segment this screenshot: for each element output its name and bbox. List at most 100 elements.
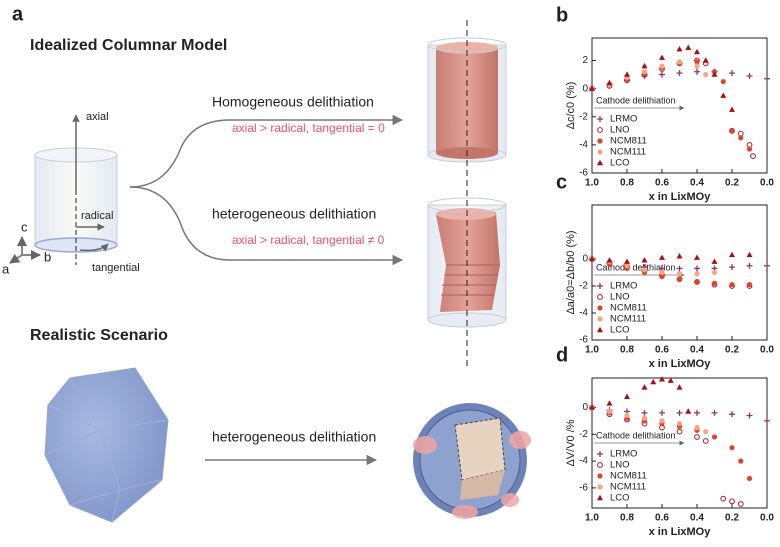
point [703,429,709,435]
point [729,70,735,77]
point [641,69,648,75]
y-tick-label: -4 [579,308,588,319]
point [694,59,700,65]
point [589,85,595,91]
point [676,428,683,435]
x-tick-label: 0.2 [725,513,739,524]
x-tick-label: 0.8 [620,345,634,356]
point [685,408,692,414]
point [746,475,753,482]
point [685,44,692,51]
legend-label: LNO [610,292,630,303]
point [641,384,648,390]
point [659,71,665,78]
point [597,116,603,122]
point [729,498,735,505]
y-tick-label: 2 [582,55,588,66]
panel-label: b [556,4,568,26]
x-tick-label: 0.4 [690,513,704,524]
point [597,451,603,457]
y-tick-label: -6 [579,335,588,346]
x-tick-label: 1.0 [585,178,599,189]
point [597,326,603,333]
label: heterogeneous delithiation [212,206,376,222]
label: tangential [92,262,140,274]
legend-label: NCM811 [610,471,647,482]
annotation: Cathode delithiation [596,95,676,105]
x-tick-label: 0.0 [760,345,774,356]
section-title: Realistic Scenario [30,327,168,344]
point [750,153,756,160]
point [676,409,683,416]
y-tick-label: -2 [579,429,588,440]
point [606,408,613,415]
x-tick-label: 0.0 [760,513,774,524]
legend-label: LRMO [610,449,637,460]
point [589,255,595,262]
point [659,418,665,424]
point [694,48,700,55]
y-tick-label: 0 [582,83,588,94]
y-tick-label: 0 [582,254,588,265]
point [641,257,648,263]
legend-label: NCM811 [610,303,647,314]
point [676,276,683,282]
point [659,409,665,416]
legend-label: LCO [610,158,630,169]
point [597,294,603,300]
label: a [2,261,10,276]
legend-label: LCO [610,493,630,504]
point [694,265,700,272]
point [729,445,735,451]
point [720,78,726,85]
x-tick-label: 0.8 [620,513,634,524]
point [694,434,700,440]
legend-label: LNO [610,460,630,471]
y-tick-label: -4 [579,456,588,467]
x-axis-label: x in LixMOy [649,191,712,203]
x-tick-label: 0.6 [655,178,669,189]
x-tick-label: 0.6 [655,345,669,356]
point [746,251,753,258]
panel-label: c [556,171,567,193]
point [702,438,709,444]
point [606,79,613,86]
y-tick-label: 0 [582,402,588,413]
x-tick-label: 0.4 [690,178,704,189]
point [676,70,683,77]
point [764,262,770,269]
point [624,258,630,264]
point [641,62,648,69]
polyhedron [44,367,169,523]
x-tick-label: 0.6 [655,513,669,524]
point [729,282,735,288]
point [694,424,700,431]
point [676,46,683,52]
x-tick-label: 1.0 [585,513,599,524]
legend-label: LRMO [610,281,637,292]
point [641,415,648,421]
point [694,409,700,416]
point [737,501,744,507]
x-tick-label: 0.2 [725,345,739,356]
label: Homogeneous delithiation [212,94,374,110]
point [694,279,700,285]
point [597,494,603,501]
point [597,305,603,311]
point [597,138,603,144]
point [597,462,603,468]
point [746,262,753,269]
point [694,63,700,69]
point [624,393,630,399]
point [597,159,603,166]
point [667,377,674,383]
point [606,400,613,406]
point [720,92,727,98]
y-axis-label: Δa/a0=Δb/b0 (%) [565,230,577,314]
particle [413,403,531,519]
point [746,412,753,419]
annotation: Cathode delithiation [596,430,676,440]
y-tick-label: -2 [579,111,588,122]
y-tick-label: -6 [579,168,588,179]
point [746,146,753,152]
